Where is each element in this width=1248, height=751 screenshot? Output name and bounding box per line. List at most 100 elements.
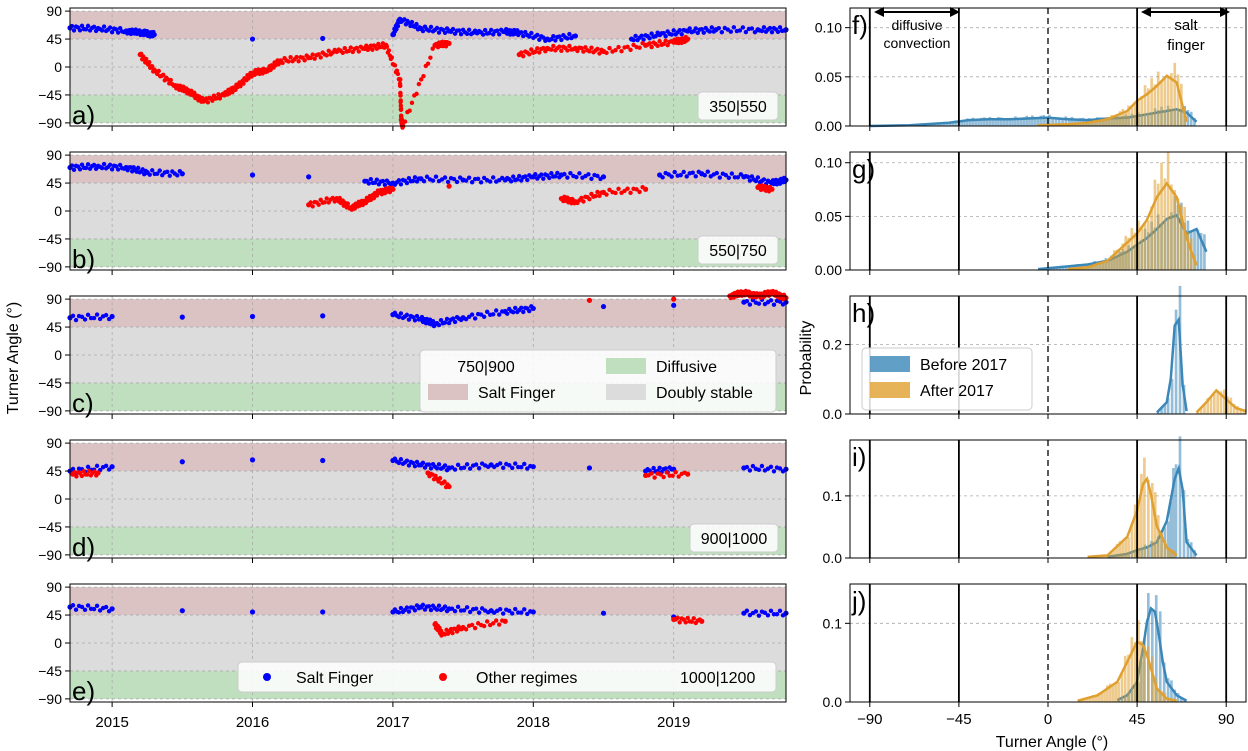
data-point [384, 44, 390, 49]
data-point [664, 470, 669, 475]
data-point [109, 167, 115, 172]
histogram-bar [1163, 539, 1167, 558]
data-point [320, 457, 326, 464]
data-point [320, 313, 326, 319]
data-point [445, 179, 451, 185]
data-point [410, 178, 416, 184]
data-point [519, 305, 524, 311]
data-point [657, 465, 662, 471]
histogram-bar [1213, 393, 1216, 414]
histogram-bar [1156, 688, 1160, 702]
data-point [368, 176, 374, 182]
legend-label-diffusive: Diffusive [656, 359, 717, 376]
y-tick-label: 45 [46, 607, 62, 623]
data-point [533, 172, 538, 177]
histogram-bar [1166, 678, 1170, 702]
data-point [490, 175, 496, 180]
data-point [586, 465, 593, 471]
histogram-bar [1123, 655, 1127, 702]
histogram-bar [1110, 552, 1113, 558]
data-point [409, 19, 415, 25]
data-point [398, 83, 403, 89]
data-point [165, 169, 170, 175]
data-point [446, 483, 452, 490]
data-point [549, 47, 554, 52]
y-tick-label: 90 [46, 3, 62, 19]
data-point [649, 31, 654, 36]
data-point [467, 466, 473, 471]
data-point [345, 201, 350, 206]
data-point [356, 49, 362, 54]
data-point [446, 40, 452, 47]
data-point [161, 72, 166, 78]
data-point [320, 35, 326, 42]
data-point [426, 28, 432, 33]
data-point [505, 311, 510, 316]
data-point [389, 55, 395, 60]
histogram-bar [1016, 117, 1020, 126]
data-point [81, 469, 86, 474]
diffusive-band [70, 94, 786, 123]
data-point [416, 81, 422, 87]
data-point [346, 48, 351, 54]
y-tick-label: −90 [38, 115, 62, 131]
data-point [693, 26, 698, 31]
y-tick-label: 0 [54, 59, 62, 75]
data-point [537, 37, 542, 42]
data-point [681, 169, 686, 175]
data-point [597, 51, 602, 56]
data-point [519, 50, 524, 55]
histogram-bar [1067, 118, 1071, 126]
legend-label-after: After 2017 [920, 383, 994, 400]
data-point [450, 630, 455, 636]
data-point [486, 30, 492, 36]
data-point [85, 603, 91, 608]
data-point [522, 607, 527, 612]
data-point [507, 608, 512, 613]
data-point [684, 174, 689, 179]
histogram-bar [1160, 532, 1163, 558]
data-point [107, 25, 113, 30]
data-point [77, 28, 83, 33]
data-point [586, 297, 593, 303]
histogram-bar [985, 119, 989, 126]
histogram-bar [1005, 118, 1009, 126]
data-point [649, 44, 654, 50]
data-point [475, 176, 481, 181]
data-point [616, 186, 621, 191]
data-point [663, 38, 668, 44]
data-point [249, 609, 256, 615]
data-point [79, 23, 85, 28]
histogram-bar [974, 119, 978, 126]
data-point [374, 177, 380, 182]
histogram-bar [1118, 541, 1122, 558]
data-point [115, 167, 121, 172]
data-point [777, 466, 783, 471]
data-point [430, 46, 435, 51]
y-tick-label: 45 [46, 175, 62, 191]
data-point [466, 27, 472, 33]
data-point [469, 180, 475, 185]
data-point [249, 36, 256, 42]
data-point [412, 608, 418, 613]
data-point [484, 619, 490, 624]
histogram-bar [1127, 105, 1130, 126]
histogram-bar [1133, 642, 1137, 702]
data-point [750, 463, 756, 469]
histogram-panel-h: 0.0 0.2 h) [823, 285, 1247, 422]
data-point [420, 28, 426, 34]
data-point [428, 55, 433, 60]
data-point [398, 106, 404, 111]
data-point [70, 466, 76, 472]
histogram-bar [1105, 685, 1109, 702]
histogram-bar [1025, 115, 1029, 126]
salt-finger-line2: finger [1167, 37, 1205, 54]
data-point [412, 318, 418, 323]
series-salt-finger [67, 161, 789, 188]
left-ylabel: Turner Angle (°) [5, 302, 22, 415]
right-ylabel: Probability [798, 321, 815, 396]
histogram-bar [1140, 95, 1144, 126]
histogram-bar [994, 119, 997, 126]
data-point [406, 463, 412, 468]
data-point [685, 471, 691, 477]
